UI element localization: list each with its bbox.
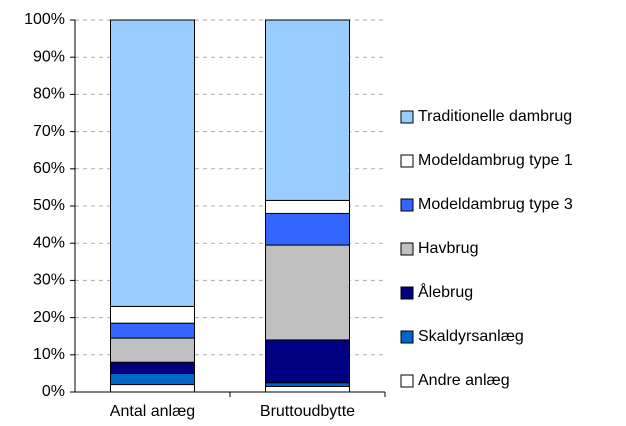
bar-segment [110,361,195,374]
legend-swatch [400,374,414,388]
y-tick-label: 0% [42,383,65,400]
legend-swatch [400,242,414,256]
y-tick-label: 30% [33,272,65,289]
legend-label: Modeldambrug type 3 [418,196,573,213]
legend-label: Andre anlæg [418,372,510,389]
bar-segment [110,372,195,386]
x-tick-label: Antal anlæg [110,403,195,420]
legend-label: Modeldambrug type 1 [418,152,573,169]
x-tick-label: Bruttoudbytte [260,403,355,420]
bar-segment [265,19,350,201]
bar-segment [265,199,350,214]
bar-segment [265,339,350,384]
bar-segment [265,244,350,341]
y-tick-label: 20% [33,309,65,326]
bar-segment [265,385,350,393]
legend-swatch [400,330,414,344]
legend-label: Traditionelle dambrug [418,108,572,125]
legend-swatch [400,154,414,168]
y-tick-label: 50% [33,197,65,214]
legend-label: Havbrug [418,240,478,257]
y-tick-label: 90% [33,48,65,65]
bar-segment [110,322,195,339]
legend-label: Ålebrug [418,282,473,301]
legend-swatch [400,198,414,212]
y-tick-label: 100% [24,11,65,28]
bar-segment [110,305,195,324]
y-tick-label: 60% [33,160,65,177]
legend-swatch [400,286,414,300]
y-tick-label: 10% [33,346,65,363]
bar-segment [110,19,195,307]
y-tick-label: 70% [33,123,65,140]
bar-segment [110,384,195,393]
legend-label: Skaldyrsanlæg [418,328,524,345]
y-tick-label: 80% [33,86,65,103]
bar-segment [265,382,350,387]
bar-segment [110,337,195,363]
y-tick-label: 40% [33,234,65,251]
bar-segment [265,212,350,246]
legend-swatch [400,110,414,124]
